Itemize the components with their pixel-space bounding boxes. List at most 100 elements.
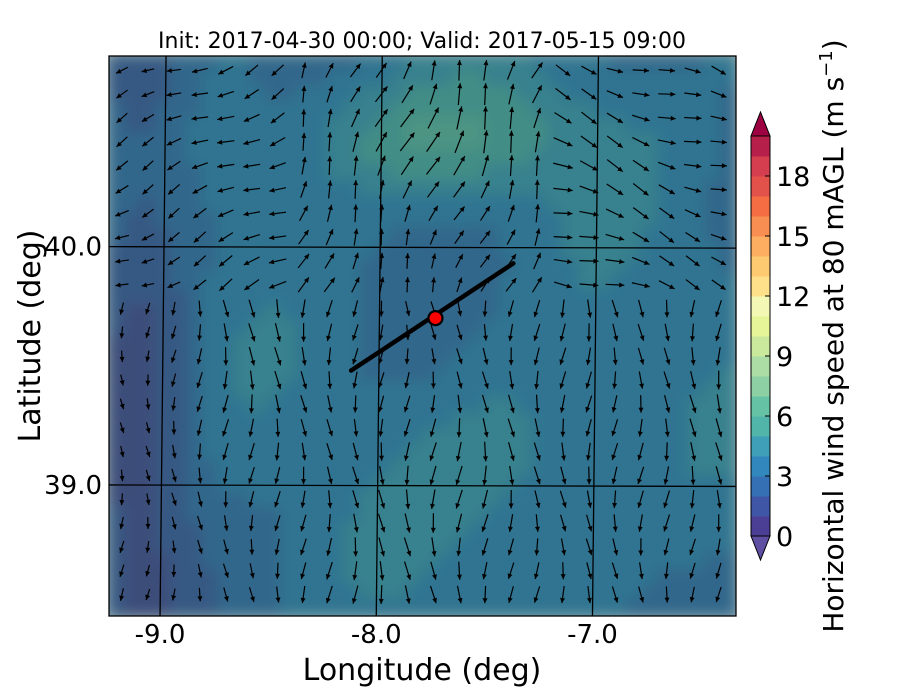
field-cell: [233, 583, 252, 602]
field-cell: [609, 583, 628, 602]
field-cell: [170, 319, 189, 337]
field-cell: [280, 148, 299, 166]
field-cell: [327, 272, 346, 291]
wind-vector-head: [509, 180, 515, 186]
field-cell: [374, 583, 393, 602]
field-cell: [123, 397, 142, 415]
field-cell: [719, 132, 736, 151]
field-cell: [358, 86, 377, 104]
field-cell: [123, 443, 142, 462]
field-cell: [437, 583, 455, 602]
field-cell: [405, 537, 424, 555]
colorbar-segments: [751, 136, 770, 537]
wind-vector-head: [243, 140, 249, 146]
field-cell: [311, 272, 330, 291]
wind-vector-head: [141, 116, 148, 122]
wind-vector-head: [534, 383, 540, 390]
field-cell: [217, 241, 236, 260]
field-cell: [233, 397, 252, 415]
field-cell: [123, 428, 142, 446]
wind-vector-head: [380, 155, 386, 162]
field-cell: [123, 490, 142, 509]
wind-vector-head: [432, 597, 437, 604]
field-cell: [687, 195, 706, 213]
field-cell: [562, 583, 581, 602]
field-cell: [280, 257, 299, 275]
wind-vector-head: [119, 356, 125, 362]
colorbar-segment: [751, 256, 770, 277]
field-cell: [437, 521, 455, 540]
field-cell: [531, 428, 549, 446]
field-cell: [311, 303, 330, 322]
field-cell: [562, 552, 581, 571]
field-cell: [217, 335, 236, 353]
field-cell: [109, 335, 126, 353]
field-cell: [703, 288, 722, 306]
field-cell: [358, 397, 377, 415]
field-cell: [421, 117, 440, 135]
wind-vector-head: [405, 229, 411, 235]
field-cell: [405, 241, 424, 260]
field-cell: [405, 117, 424, 135]
field-cell: [562, 521, 581, 540]
wind-vector-head: [637, 431, 643, 437]
colorbar-segment: [751, 436, 770, 457]
wind-vector-head: [119, 309, 125, 315]
field-cell: [327, 335, 346, 353]
field-cell: [217, 101, 236, 120]
wind-vector-head: [219, 285, 225, 291]
field-cell: [343, 86, 361, 104]
field-cell: [311, 537, 330, 555]
field-cell: [703, 117, 722, 135]
field-cell: [578, 303, 596, 322]
field-cell: [217, 397, 236, 415]
field-cell: [390, 148, 408, 166]
field-cell: [202, 163, 220, 182]
field-cell: [640, 397, 659, 415]
field-cell: [186, 148, 205, 166]
wind-vector-head: [457, 407, 463, 414]
field-cell: [437, 475, 455, 493]
field-cell: [546, 210, 565, 229]
field-cell: [264, 70, 283, 89]
field-cell: [202, 195, 220, 213]
field-cell: [202, 319, 220, 337]
field-cell: [233, 148, 252, 166]
field-cell: [687, 226, 706, 244]
field-cell: [484, 490, 502, 509]
field-cell: [640, 490, 659, 509]
field-cell: [202, 537, 220, 555]
field-cell: [202, 148, 220, 166]
field-cell: [170, 86, 189, 104]
field-cell: [202, 443, 220, 462]
wind-vector-head: [248, 431, 254, 437]
field-cell: [484, 443, 502, 462]
field-cell: [327, 381, 346, 400]
field-cell: [186, 117, 205, 135]
colorbar-tick-label: 15: [776, 222, 810, 253]
field-cell: [515, 537, 534, 555]
field-cell: [358, 568, 377, 586]
field-cell: [327, 257, 346, 275]
field-cell: [311, 335, 330, 353]
field-cell: [562, 241, 581, 260]
field-cell: [249, 412, 267, 431]
wind-vector-head: [245, 70, 251, 76]
field-cell: [452, 70, 471, 89]
field-cell: [672, 428, 690, 446]
field-cell: [672, 226, 690, 244]
field-cell: [703, 397, 722, 415]
field-cell: [515, 412, 534, 431]
wind-vector-head: [637, 526, 643, 532]
wind-vector-head: [222, 478, 228, 484]
field-cell: [499, 148, 518, 166]
field-cell: [421, 599, 440, 616]
field-cell: [139, 459, 158, 477]
wind-vector-head: [535, 228, 541, 234]
field-cell: [703, 521, 722, 540]
field-cell: [311, 443, 330, 462]
field-cell: [703, 428, 722, 446]
wind-vector-head: [224, 311, 230, 318]
wind-vector-head: [355, 108, 360, 115]
